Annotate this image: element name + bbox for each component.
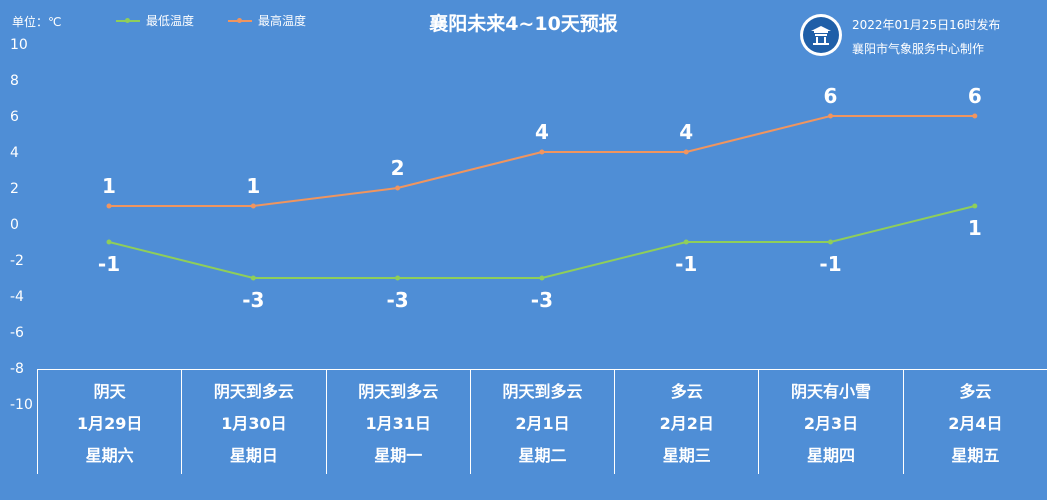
legend-min-label: 最低温度 — [146, 14, 195, 28]
data-label: 1 — [102, 174, 116, 198]
day-weather: 阴天到多云 — [213, 382, 294, 401]
data-point — [539, 275, 545, 281]
unit-label: 单位：℃ — [12, 15, 62, 29]
forecast-day: 多云 2月2日 星期三 — [614, 370, 758, 474]
y-tick-label: -8 — [10, 361, 24, 377]
forecast-table: 阴天 1月29日 星期六 阴天到多云 1月30日 星期日 阴天到多云 1月31日… — [37, 369, 1047, 474]
y-tick-label: 8 — [10, 73, 19, 89]
forecast-day: 阴天有小雪 2月3日 星期四 — [758, 370, 902, 474]
data-label: -1 — [819, 252, 841, 276]
data-point — [972, 203, 978, 209]
day-date: 2月2日 — [659, 414, 714, 433]
publish-time: 2022年01月25日16时发布 — [852, 18, 1001, 32]
forecast-day: 阴天 1月29日 星期六 — [37, 370, 181, 474]
day-weekday: 星期一 — [374, 446, 423, 465]
day-weather: 多云 — [670, 382, 703, 401]
y-tick-label: -2 — [10, 253, 24, 269]
forecast-day: 阴天到多云 1月31日 星期一 — [325, 370, 470, 474]
data-label: -3 — [242, 288, 264, 312]
forecast-day: 阴天到多云 1月30日 星期日 — [181, 370, 325, 474]
data-label: -1 — [675, 252, 697, 276]
data-label: 1 — [968, 216, 982, 240]
data-point — [683, 239, 689, 245]
day-weather: 阴天有小雪 — [791, 382, 872, 401]
y-tick-label: -6 — [10, 325, 24, 341]
weather-service-logo — [800, 14, 842, 56]
day-weather: 阴天 — [93, 382, 126, 401]
data-label: -3 — [531, 288, 553, 312]
legend-min-temp[interactable]: 最低温度 — [116, 12, 194, 29]
legend-max-label: 最高温度 — [258, 14, 307, 28]
day-date: 1月29日 — [76, 414, 143, 433]
y-tick-label: 2 — [10, 181, 19, 197]
forecast-day: 阴天到多云 2月1日 星期二 — [469, 370, 614, 474]
data-point — [106, 203, 112, 209]
data-point — [106, 239, 112, 245]
data-label: 6 — [824, 84, 838, 108]
legend-max-temp[interactable]: 最高温度 — [228, 12, 306, 29]
data-point — [828, 239, 833, 245]
data-point — [395, 185, 401, 191]
legend-max-swatch-icon — [228, 17, 252, 23]
data-point — [250, 275, 256, 281]
data-point — [683, 149, 689, 155]
data-label: 4 — [535, 120, 549, 144]
day-weather: 阴天到多云 — [502, 382, 583, 401]
data-label: -1 — [98, 252, 120, 276]
data-point — [972, 113, 978, 119]
day-weekday: 星期四 — [807, 446, 856, 465]
publish-info: 2022年01月25日16时发布 襄阳市气象服务中心制作 — [852, 13, 1000, 61]
day-weather: 阴天到多云 — [358, 382, 439, 401]
legend-min-swatch-icon — [116, 17, 140, 23]
day-weekday: 星期日 — [229, 446, 278, 465]
day-weekday: 星期五 — [951, 446, 1000, 465]
publish-agency: 襄阳市气象服务中心制作 — [852, 42, 985, 56]
data-label: 4 — [679, 120, 693, 144]
data-label: -3 — [386, 288, 408, 312]
weather-service-emblem-icon — [811, 26, 831, 45]
day-date: 1月30日 — [221, 414, 287, 433]
day-date: 1月31日 — [365, 414, 431, 433]
series-line — [108, 205, 976, 279]
day-weather: 多云 — [959, 382, 992, 401]
day-date: 2月3日 — [803, 414, 859, 433]
day-weekday: 星期三 — [662, 446, 711, 465]
chart-title: 襄阳未来4~10天预报 — [429, 13, 618, 35]
y-tick-label: 10 — [10, 37, 28, 53]
y-tick-label: -10 — [10, 397, 33, 413]
y-tick-label: 6 — [10, 109, 19, 125]
data-point — [250, 203, 256, 209]
data-point — [828, 113, 833, 119]
y-tick-label: 0 — [10, 217, 19, 233]
day-weekday: 星期二 — [518, 446, 567, 465]
day-weekday: 星期六 — [85, 446, 134, 465]
data-label: 6 — [968, 84, 982, 108]
forecast-day: 多云 2月4日 星期五 — [902, 370, 1047, 474]
day-date: 2月1日 — [515, 414, 570, 433]
data-point — [539, 149, 545, 155]
y-tick-label: 4 — [10, 145, 19, 161]
day-date: 2月4日 — [948, 414, 1003, 433]
data-label: 1 — [246, 174, 260, 198]
data-point — [395, 275, 401, 281]
y-tick-label: -4 — [10, 289, 24, 305]
data-label: 2 — [391, 156, 405, 180]
